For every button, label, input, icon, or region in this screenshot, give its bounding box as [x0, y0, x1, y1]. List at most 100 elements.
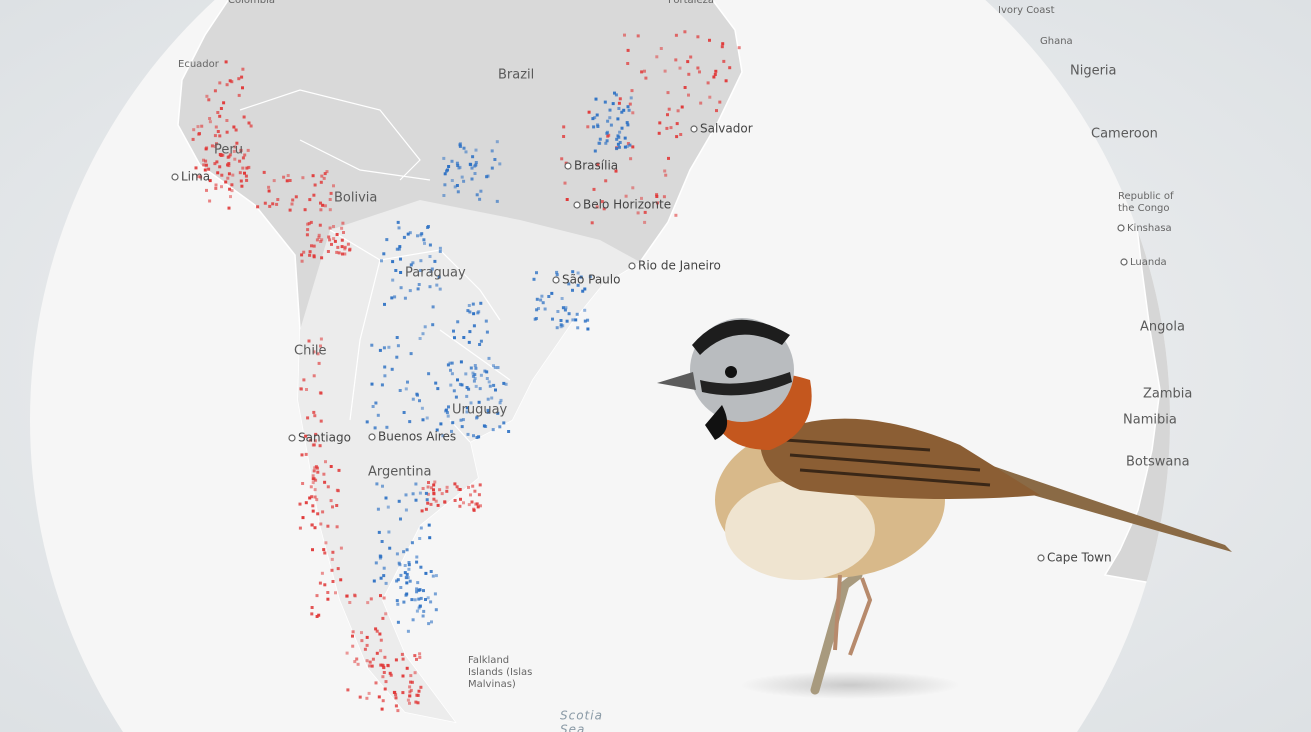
dot [629, 96, 633, 100]
dot [319, 337, 323, 341]
dot [613, 91, 616, 95]
dot [282, 175, 286, 179]
dot [400, 652, 404, 656]
dot [475, 193, 479, 197]
dot [616, 117, 620, 121]
dot [547, 295, 551, 298]
dot [395, 599, 399, 603]
dot [428, 536, 432, 540]
dot [285, 179, 289, 183]
dot [371, 405, 375, 408]
dot [504, 382, 508, 386]
dot [375, 651, 379, 655]
dot [626, 123, 630, 127]
dot [669, 126, 673, 130]
dot [312, 193, 316, 197]
dot [312, 477, 316, 481]
dot [317, 613, 321, 617]
dot [335, 250, 339, 254]
dot [665, 126, 669, 130]
dot [325, 170, 329, 174]
dot [310, 523, 314, 527]
dot [379, 576, 383, 580]
dot [300, 253, 304, 257]
dot [331, 580, 335, 583]
bird-legs [833, 574, 873, 656]
dot [194, 166, 198, 170]
dot [565, 198, 569, 201]
dot [335, 525, 339, 529]
dot [474, 366, 478, 370]
dot [413, 671, 417, 675]
place-label: Luanda [1130, 257, 1167, 268]
bird-illustration [657, 318, 1232, 699]
dot [471, 302, 475, 306]
dot [365, 420, 369, 424]
dot [380, 663, 384, 667]
dot [628, 143, 632, 147]
dot [434, 499, 438, 503]
dot [321, 510, 325, 514]
dot [419, 596, 423, 600]
dot [464, 372, 468, 376]
dot [611, 102, 615, 106]
dot [380, 707, 384, 711]
dot [403, 564, 407, 567]
dot [666, 91, 670, 95]
dot [312, 469, 316, 473]
dot [298, 502, 302, 506]
dot [298, 526, 302, 530]
dot [395, 355, 399, 359]
dot [427, 481, 430, 484]
dot [380, 383, 384, 387]
bird-belly [725, 480, 875, 580]
dot [410, 680, 414, 684]
dot [319, 419, 323, 423]
dot [382, 574, 386, 578]
dot [308, 198, 312, 202]
dot [438, 246, 442, 250]
dot [343, 247, 347, 251]
dot [624, 194, 628, 198]
dot [213, 134, 217, 138]
dot [310, 612, 314, 616]
dot [454, 395, 458, 399]
dot [398, 389, 402, 392]
dot [485, 370, 489, 374]
dot [417, 606, 421, 610]
dot [713, 73, 717, 76]
dot [416, 701, 420, 705]
dot [275, 202, 279, 206]
dot [268, 204, 272, 208]
dot [390, 296, 394, 300]
dot [326, 597, 330, 601]
dot [368, 664, 372, 668]
dot [426, 492, 430, 496]
throat-patch [705, 405, 728, 440]
dot [404, 493, 408, 497]
dot [330, 242, 333, 246]
dot [600, 200, 604, 204]
dot [409, 674, 413, 678]
dot [419, 526, 423, 530]
dot [507, 430, 511, 433]
dot [602, 207, 606, 211]
dot [398, 245, 402, 249]
dot [368, 660, 372, 664]
dot [377, 530, 381, 534]
dot [241, 86, 244, 90]
dot [319, 208, 323, 212]
dot [202, 163, 206, 167]
dot [473, 373, 477, 377]
crown-stripe [692, 319, 790, 355]
dot [714, 69, 718, 73]
dot [379, 594, 382, 598]
place-label: São Paulo [562, 273, 620, 287]
dot [385, 425, 389, 429]
dot [374, 401, 378, 405]
dot [663, 69, 667, 73]
dot [208, 120, 212, 124]
dot [683, 86, 687, 89]
dot [345, 594, 349, 598]
dot [213, 145, 217, 148]
